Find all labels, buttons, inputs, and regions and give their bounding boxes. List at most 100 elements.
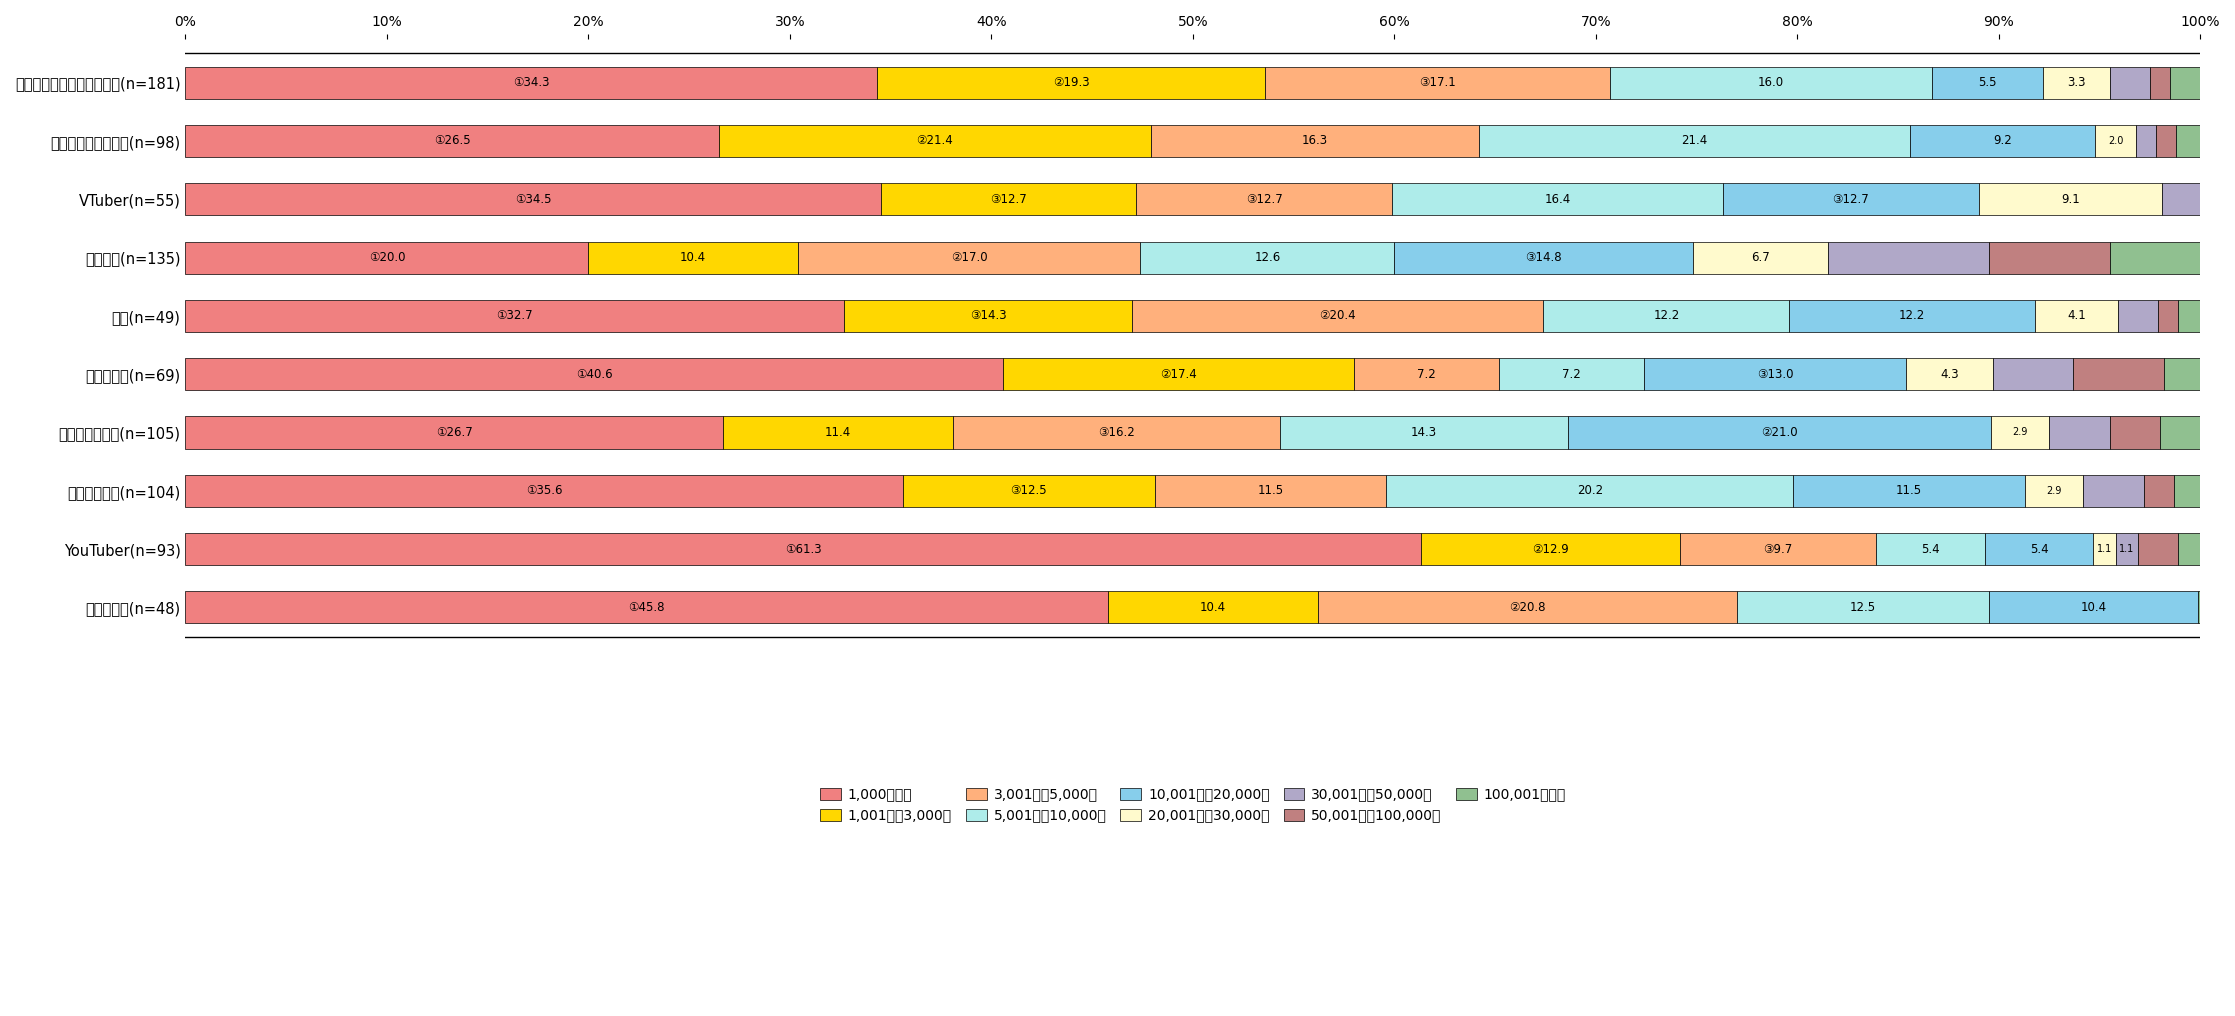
Text: ②20.8: ②20.8 — [1509, 600, 1547, 614]
Text: ①26.5: ①26.5 — [434, 134, 472, 147]
Bar — [2110, 67, 2150, 99]
Bar — [2161, 183, 2199, 215]
Bar — [186, 67, 876, 99]
Text: ②19.3: ②19.3 — [1053, 76, 1088, 89]
Bar — [1265, 67, 1609, 99]
Bar — [1911, 125, 2096, 156]
Text: 12.5: 12.5 — [1851, 600, 1875, 614]
Text: 10.4: 10.4 — [679, 251, 706, 264]
Text: 12.2: 12.2 — [1654, 309, 1678, 322]
Bar — [1421, 533, 1681, 565]
Bar — [845, 300, 1133, 332]
Text: ②17.4: ②17.4 — [1160, 368, 1198, 381]
Text: 20.2: 20.2 — [1576, 485, 1602, 497]
Bar — [1567, 417, 1991, 448]
Text: 2.9: 2.9 — [2047, 486, 2063, 496]
Text: 5.5: 5.5 — [1978, 76, 1996, 89]
Bar — [1933, 67, 2043, 99]
Text: 3.3: 3.3 — [2067, 76, 2085, 89]
Bar — [1133, 300, 1544, 332]
Text: 16.3: 16.3 — [1301, 134, 1328, 147]
Text: 2.0: 2.0 — [2108, 136, 2123, 146]
Bar — [1155, 474, 1386, 507]
Text: 5.4: 5.4 — [1920, 543, 1940, 556]
Bar — [1109, 591, 1319, 624]
Bar — [1386, 474, 1792, 507]
Bar — [1319, 591, 1737, 624]
Bar — [2177, 125, 2199, 156]
Bar — [1645, 359, 1906, 390]
Bar — [2159, 417, 2199, 448]
Bar — [1989, 591, 2199, 624]
Text: ③16.2: ③16.2 — [1097, 426, 1135, 439]
Text: ①32.7: ①32.7 — [496, 309, 534, 322]
Text: ①20.0: ①20.0 — [369, 251, 405, 264]
Bar — [1906, 359, 1994, 390]
Text: ②20.4: ②20.4 — [1319, 309, 1357, 322]
Bar — [724, 417, 952, 448]
Bar — [2036, 300, 2117, 332]
Text: ③12.5: ③12.5 — [1010, 485, 1046, 497]
Bar — [186, 125, 720, 156]
Bar — [186, 242, 588, 273]
Bar — [903, 474, 1155, 507]
Bar — [1994, 359, 2074, 390]
Text: ③17.1: ③17.1 — [1419, 76, 1455, 89]
Bar — [2117, 533, 2139, 565]
Legend: 1,000円以下, 1,001円～3,000円, 3,001円～5,000円, 5,001円～10,000円, 10,001円～20,000円, 20,001円: 1,000円以下, 1,001円～3,000円, 3,001円～5,000円, … — [814, 782, 1571, 828]
Bar — [2110, 417, 2159, 448]
Text: ①45.8: ①45.8 — [628, 600, 666, 614]
Text: 12.2: 12.2 — [1900, 309, 1924, 322]
Bar — [1790, 300, 2036, 332]
Bar — [2163, 359, 2199, 390]
Bar — [1500, 359, 1645, 390]
Bar — [1723, 183, 1978, 215]
Bar — [2096, 125, 2137, 156]
Text: ①34.3: ①34.3 — [512, 76, 550, 89]
Text: 11.5: 11.5 — [1258, 485, 1283, 497]
Bar — [952, 417, 1278, 448]
Bar — [186, 533, 1421, 565]
Bar — [1991, 417, 2049, 448]
Bar — [1978, 183, 2161, 215]
Text: 4.3: 4.3 — [1940, 368, 1958, 381]
Bar — [1278, 417, 1567, 448]
Bar — [2179, 533, 2199, 565]
Bar — [2157, 125, 2177, 156]
Bar — [1135, 183, 1392, 215]
Bar — [2074, 359, 2163, 390]
Bar — [1692, 242, 1828, 273]
Text: ①40.6: ①40.6 — [577, 368, 612, 381]
Text: 11.4: 11.4 — [825, 426, 852, 439]
Bar — [588, 242, 798, 273]
Text: 2.9: 2.9 — [2012, 428, 2027, 438]
Text: 4.1: 4.1 — [2067, 309, 2085, 322]
Bar — [1985, 533, 2094, 565]
Bar — [1681, 533, 1875, 565]
Text: 1.1: 1.1 — [2119, 545, 2134, 554]
Bar — [1392, 183, 1723, 215]
Bar — [1140, 242, 1395, 273]
Text: 21.4: 21.4 — [1681, 134, 1708, 147]
Bar — [1737, 591, 1989, 624]
Bar — [186, 359, 1004, 390]
Text: 10.4: 10.4 — [1200, 600, 1227, 614]
Bar — [1354, 359, 1500, 390]
Bar — [186, 300, 845, 332]
Bar — [2137, 125, 2157, 156]
Bar — [2043, 67, 2110, 99]
Bar — [1875, 533, 1985, 565]
Bar — [2143, 474, 2175, 507]
Text: 7.2: 7.2 — [1562, 368, 1580, 381]
Bar — [798, 242, 1140, 273]
Bar — [1609, 67, 1933, 99]
Bar — [1480, 125, 1911, 156]
Text: 14.3: 14.3 — [1410, 426, 1437, 439]
Text: 5.4: 5.4 — [2029, 543, 2049, 556]
Bar — [2139, 533, 2179, 565]
Bar — [2049, 417, 2110, 448]
Bar — [1989, 242, 2110, 273]
Text: 9.2: 9.2 — [1994, 134, 2012, 147]
Text: ②21.0: ②21.0 — [1761, 426, 1797, 439]
Bar — [1151, 125, 1480, 156]
